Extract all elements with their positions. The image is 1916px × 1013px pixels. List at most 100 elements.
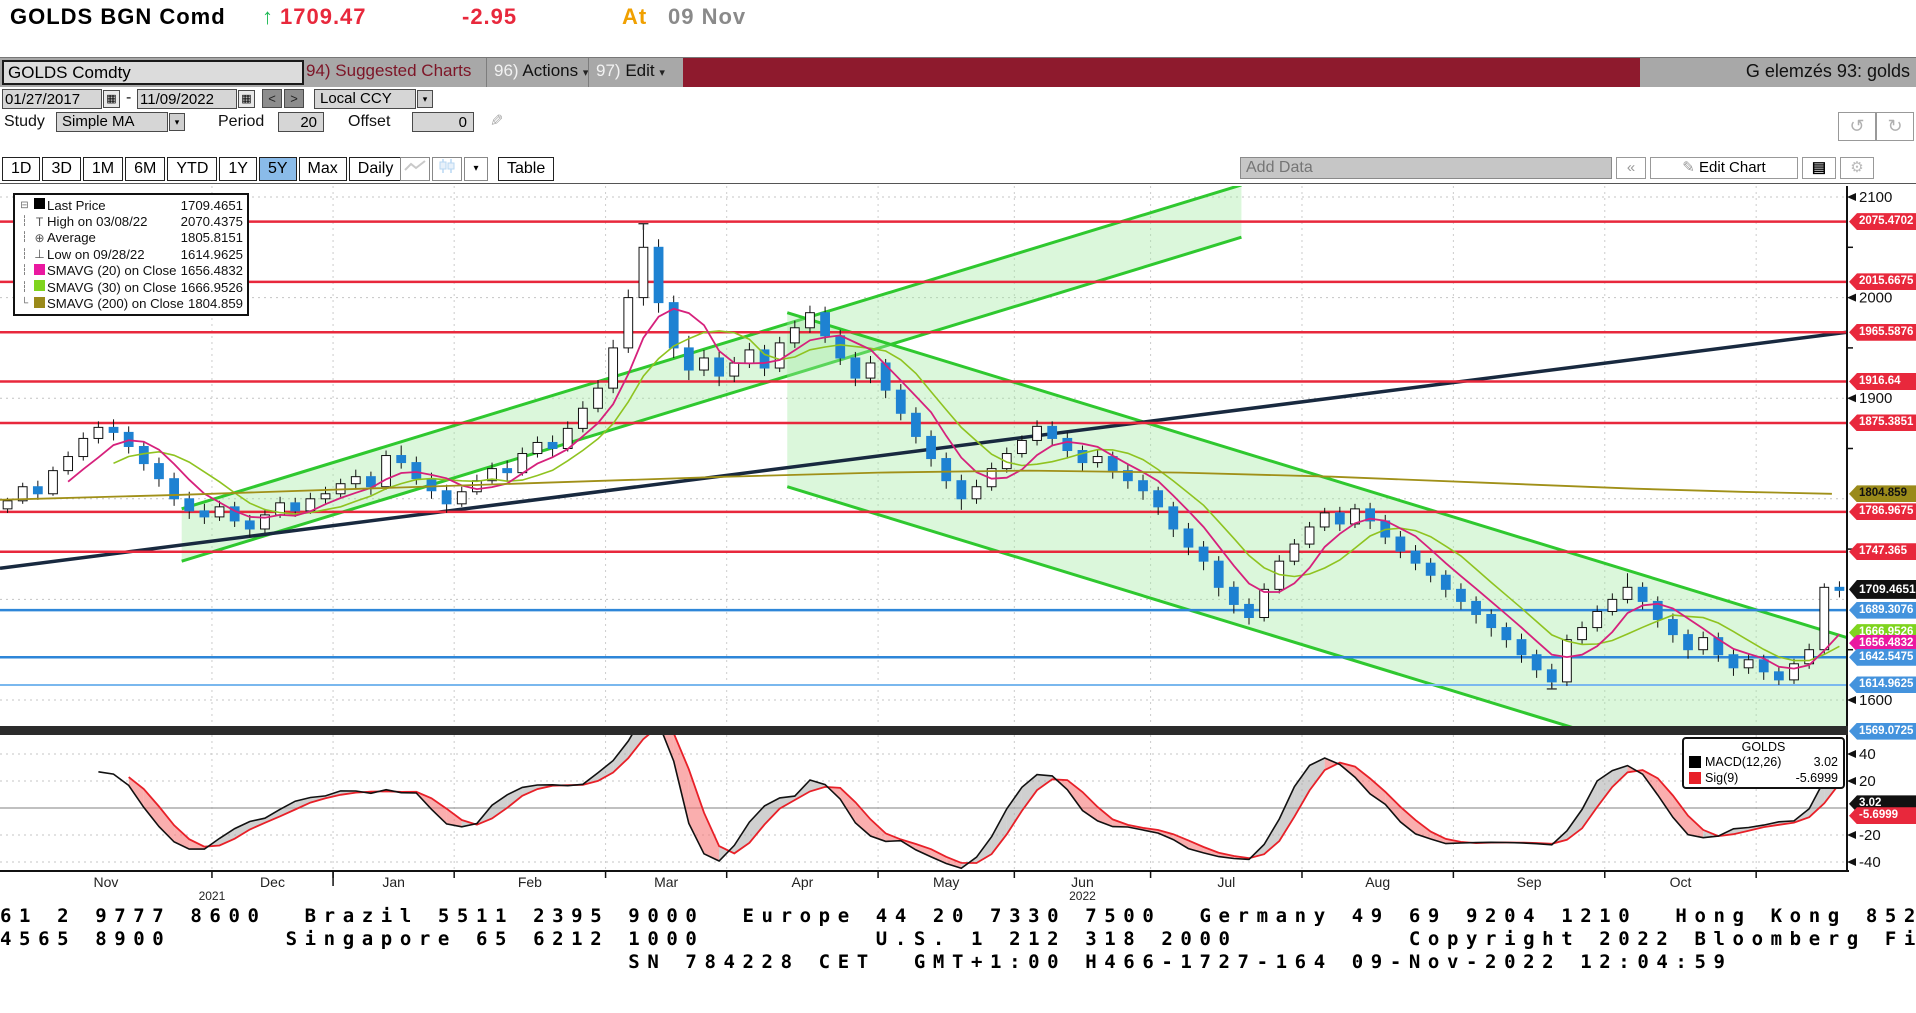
- actions-menu[interactable]: 96) Actions ▾: [494, 61, 589, 80]
- price-label: 1965.5876: [1849, 323, 1916, 341]
- month-label: Oct: [1669, 874, 1692, 890]
- legend-row: ┆ SMAVG (30) on Close 1666.9526: [21, 279, 243, 295]
- chevron-down-icon[interactable]: ▾: [417, 90, 433, 108]
- svg-text:40: 40: [1859, 746, 1876, 763]
- ticker-input[interactable]: [2, 60, 304, 85]
- offset-input[interactable]: [412, 112, 474, 132]
- macd-legend-row: MACD(12,26) 3.02: [1689, 754, 1838, 770]
- tab-3d[interactable]: 3D: [42, 157, 81, 181]
- prev-period-button[interactable]: <: [262, 89, 282, 108]
- panel-divider[interactable]: [0, 726, 1848, 735]
- gear-icon[interactable]: ⚙: [1840, 157, 1874, 179]
- legend-swatch: [34, 296, 45, 308]
- tab-ytd[interactable]: YTD: [167, 157, 218, 181]
- price-legend: ⊟ Last Price 1709.4651 ┆ T High on 03/08/22 20…: [13, 193, 249, 316]
- date-to-input[interactable]: [137, 89, 237, 109]
- year-label: 2022: [1069, 889, 1096, 903]
- function-note: G elemzés 93: golds: [1745, 61, 1910, 81]
- last-price: 1709.47: [280, 4, 367, 29]
- at-label: At: [622, 4, 648, 29]
- price-change: -2.95: [462, 4, 518, 29]
- svg-text:2100: 2100: [1859, 189, 1892, 206]
- macd-legend-title: GOLDS: [1741, 740, 1786, 754]
- security-name: GOLDS BGN Comd: [10, 4, 226, 29]
- price-label: 2015.6675: [1849, 273, 1916, 291]
- svg-text:-20: -20: [1859, 827, 1881, 844]
- date-separator: -: [126, 89, 132, 106]
- pencil-icon: ✎: [1682, 159, 1695, 176]
- chart-area: 2100 2000 1900 1600 40 20 -20 -40 2075.4702 2015…: [0, 186, 1916, 903]
- footer-contact-line1: 61 2 9777 8600 Brazil 5511 2395 9000 Eur…: [0, 905, 1916, 927]
- study-label: Study: [4, 113, 45, 130]
- price-label: 1916.64: [1849, 372, 1916, 390]
- suggested-charts-button[interactable]: 94) Suggested Charts: [306, 61, 472, 80]
- currency-select[interactable]: Local CCY: [314, 89, 416, 109]
- edit-menu[interactable]: 97) Edit ▾: [596, 61, 665, 80]
- offset-label: Offset: [348, 113, 391, 130]
- date-range-row: ▦ - ▦ < > Local CCY ▾: [0, 88, 1916, 110]
- tab-1d[interactable]: 1D: [2, 157, 41, 181]
- svg-text:20: 20: [1859, 773, 1876, 790]
- tab-max[interactable]: Max: [298, 157, 347, 181]
- undo-icon[interactable]: ↺: [1838, 112, 1876, 141]
- tab-5y[interactable]: 5Y: [258, 157, 297, 181]
- period-input[interactable]: [278, 112, 324, 132]
- chevron-down-icon: ▾: [659, 67, 665, 79]
- month-label: Jan: [382, 874, 405, 890]
- month-label: Dec: [260, 874, 285, 890]
- command-toolbar: 94) Suggested Charts 96) Actions ▾ 97) E…: [0, 57, 1916, 87]
- chevron-down-icon[interactable]: ▾: [169, 113, 185, 131]
- tab-1m[interactable]: 1M: [82, 157, 124, 181]
- legend-row: ⊟ Last Price 1709.4651: [20, 197, 243, 213]
- chart-type-dropdown[interactable]: ▾: [464, 157, 488, 181]
- price-macd-chart[interactable]: 2100 2000 1900 1600 40 20 -20 -40: [0, 186, 1916, 886]
- undo-redo-group: ↺ ↻: [1838, 112, 1914, 141]
- quote-bar: GOLDS BGN Comd ↑ 1709.47 -2.95 At 09 Nov: [0, 0, 1916, 30]
- month-label: Apr: [791, 874, 814, 890]
- edit-chart-button[interactable]: ✎ Edit Chart: [1650, 157, 1798, 179]
- table-button[interactable]: Table: [498, 157, 555, 181]
- svg-text:1900: 1900: [1859, 390, 1892, 407]
- tab-1y[interactable]: 1Y: [219, 157, 257, 181]
- price-label: 2075.4702: [1849, 213, 1916, 231]
- study-row: Study Simple MA ▾ Period Offset ✎: [0, 111, 1916, 134]
- tab-6m[interactable]: 6M: [125, 157, 166, 181]
- collapse-panel-button[interactable]: «: [1616, 157, 1646, 179]
- price-label: 1689.3076: [1849, 601, 1916, 619]
- legend-row: ┆ ⊕ Average 1805.8151: [21, 230, 243, 246]
- month-label: Mar: [654, 874, 679, 890]
- chart-notes-icon[interactable]: ▤: [1802, 157, 1836, 179]
- calendar-icon[interactable]: ▦: [238, 90, 255, 108]
- legend-row: └ SMAVG (200) on Close 1804.859: [20, 296, 243, 312]
- toolbar-divider: [486, 58, 487, 87]
- toolbar-divider: [588, 58, 589, 87]
- legend-swatch: [34, 198, 45, 210]
- study-select[interactable]: Simple MA: [56, 112, 168, 132]
- price-label: 1747.365: [1849, 543, 1916, 561]
- candlestick-chart-icon[interactable]: [432, 157, 462, 181]
- calendar-icon[interactable]: ▦: [103, 90, 120, 108]
- redo-icon[interactable]: ↻: [1876, 112, 1914, 141]
- quote-date: 09 Nov: [668, 4, 747, 29]
- price-label: 1786.9675: [1849, 503, 1916, 521]
- month-label: Jul: [1217, 874, 1236, 890]
- add-data-input[interactable]: [1240, 157, 1612, 179]
- legend-swatch: [34, 280, 45, 292]
- legend-row: ┆ SMAVG (20) on Close 1656.4832: [21, 263, 243, 279]
- date-from-input[interactable]: [2, 89, 102, 109]
- price-label: 1614.9625: [1849, 676, 1916, 694]
- line-chart-icon[interactable]: [400, 157, 430, 181]
- pencil-icon[interactable]: ✎: [490, 113, 504, 130]
- svg-text:1600: 1600: [1859, 692, 1892, 709]
- macd-legend-row: Sig(9) -5.6999: [1689, 770, 1838, 786]
- price-label: 1709.4651: [1849, 579, 1916, 599]
- period-label: Period: [218, 113, 265, 130]
- footer-terminal-line: SN 784228 CET GMT+1:00 H466-1727-164 09-…: [0, 951, 1733, 973]
- price-label: 1804.859: [1849, 485, 1916, 503]
- legend-row: ┆ T High on 03/08/22 2070.4375: [21, 214, 243, 230]
- next-period-button[interactable]: >: [284, 89, 304, 108]
- price-label: -5.6999: [1849, 807, 1916, 825]
- macd-legend: GOLDS MACD(12,26) 3.02 Sig(9) -5.6999: [1682, 737, 1845, 789]
